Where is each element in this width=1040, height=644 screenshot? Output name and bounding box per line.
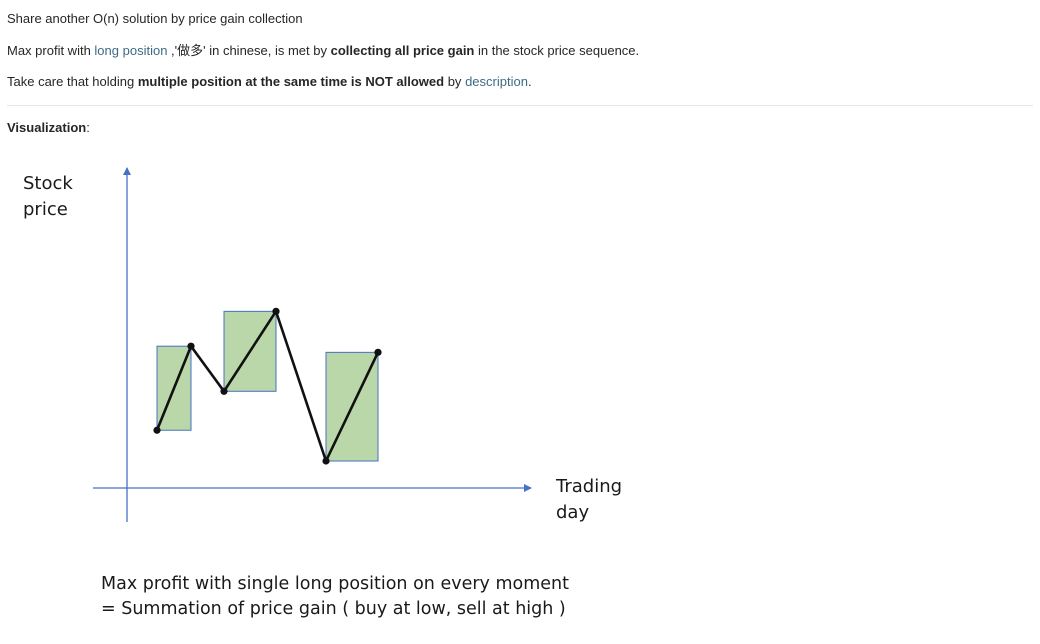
line3-bold: multiple position at the same time is NO… — [137, 74, 445, 89]
price-segment-5 — [324, 351, 380, 463]
constraint-paragraph: Take care that holding multiple position… — [7, 74, 532, 90]
price-segment-1 — [155, 344, 193, 432]
price-point-1 — [153, 426, 161, 434]
price-point-6 — [374, 348, 382, 356]
caption-line-1: Max profit with single long position on … — [101, 574, 569, 594]
line3-middle: by — [444, 74, 466, 89]
visualization-figure: Stock price Trading day Max profit with … — [0, 140, 700, 640]
line2-after-link: ,'做多' in chinese, is met by — [167, 43, 331, 58]
price-segment-3 — [222, 310, 278, 393]
line2-bold: collecting all price gain — [330, 43, 475, 58]
line3-prefix: Take care that holding — [7, 74, 138, 89]
intro-text: Share another O(n) solution by price gai… — [7, 11, 303, 26]
section-divider — [7, 105, 1033, 106]
x-axis-label: Trading day — [556, 476, 623, 523]
visualization-heading-suffix: : — [86, 120, 90, 135]
figure-caption: Max profit with single long position on … — [101, 572, 569, 622]
line2-prefix: Max profit with — [7, 43, 95, 58]
long-position-link[interactable]: long position — [94, 43, 168, 58]
visualization-heading-bold: Visualization — [7, 120, 87, 135]
price-point-5 — [322, 457, 330, 465]
description-link[interactable]: description — [465, 74, 528, 89]
price-point-2 — [187, 342, 195, 350]
price-gain-chart — [93, 167, 532, 522]
line2-suffix: in the stock price sequence. — [474, 43, 640, 58]
price-point-3 — [220, 387, 228, 395]
price-segment-2 — [189, 344, 226, 393]
caption-line-2: = Summation of price gain ( buy at low, … — [101, 599, 566, 619]
y-axis-label: Stock price — [23, 173, 73, 220]
price-segment-4 — [274, 310, 328, 463]
price-point-4 — [272, 307, 280, 315]
line3-suffix: . — [527, 74, 532, 89]
long-position-paragraph: Max profit with long position ,'做多' in c… — [7, 43, 639, 59]
visualization-heading: Visualization: — [7, 120, 90, 136]
